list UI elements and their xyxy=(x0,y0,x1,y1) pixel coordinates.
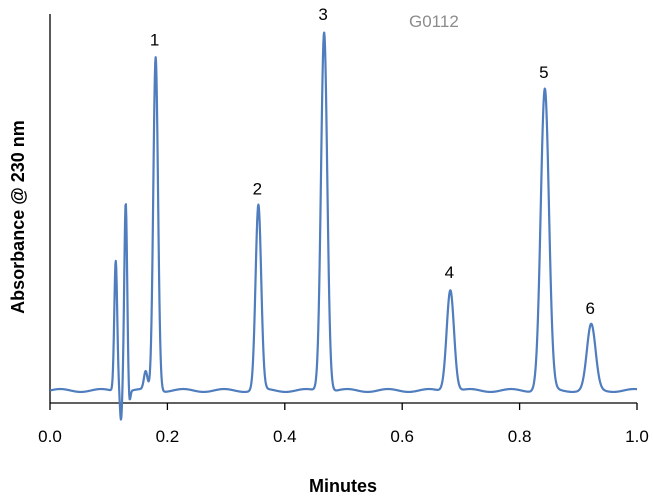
y-axis-title: Absorbance @ 230 nm xyxy=(8,120,28,314)
peak-label-4: 4 xyxy=(445,263,454,282)
peak-label-2: 2 xyxy=(253,179,262,198)
peak-labels: 1 2 3 4 5 6 xyxy=(150,5,595,318)
peak-label-5: 5 xyxy=(539,63,548,82)
x-tick-label: 0.6 xyxy=(390,427,414,446)
peak-label-3: 3 xyxy=(318,5,327,24)
x-tick-label: 0.2 xyxy=(156,427,180,446)
x-tick-label: 0.4 xyxy=(273,427,297,446)
chromatogram-trace xyxy=(49,31,638,421)
peak-label-1: 1 xyxy=(150,31,159,50)
x-tick-label: 1.0 xyxy=(625,427,649,446)
x-tick-label: 0.0 xyxy=(38,427,62,446)
x-axis-tick-labels: 0.0 0.2 0.4 0.6 0.8 1.0 xyxy=(38,427,649,446)
peak-label-6: 6 xyxy=(585,299,594,318)
sample-id-label: G0112 xyxy=(409,12,459,31)
x-axis-title: Minutes xyxy=(309,476,377,496)
x-tick-label: 0.8 xyxy=(508,427,532,446)
x-axis-ticks xyxy=(49,403,638,410)
